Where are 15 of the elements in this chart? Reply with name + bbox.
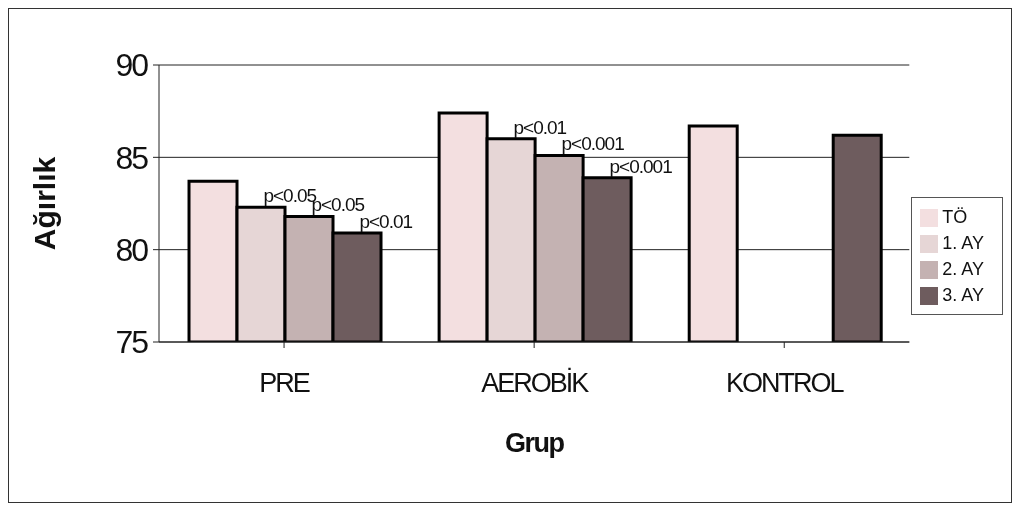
x-tick-label: PRE	[259, 368, 310, 399]
x-tick-label: AEROBİK	[481, 367, 590, 399]
legend-label: 1. AY	[942, 232, 984, 253]
y-tick-label: 75	[115, 324, 149, 361]
y-tick-label: 80	[115, 232, 149, 269]
legend-label: 3. AY	[942, 284, 984, 305]
legend-label: 2. AY	[942, 258, 984, 279]
x-axis-title: Grup	[504, 428, 565, 458]
legend-label: TÖ	[942, 206, 968, 227]
y-tick-label: 90	[115, 47, 149, 84]
y-axis-title: Ağırlık	[27, 156, 61, 251]
x-tick-label: KONTROL	[725, 368, 845, 399]
data-label: p<0.01	[359, 211, 413, 233]
y-tick-label: 85	[115, 139, 149, 176]
data-label: p<0.001	[609, 155, 673, 177]
